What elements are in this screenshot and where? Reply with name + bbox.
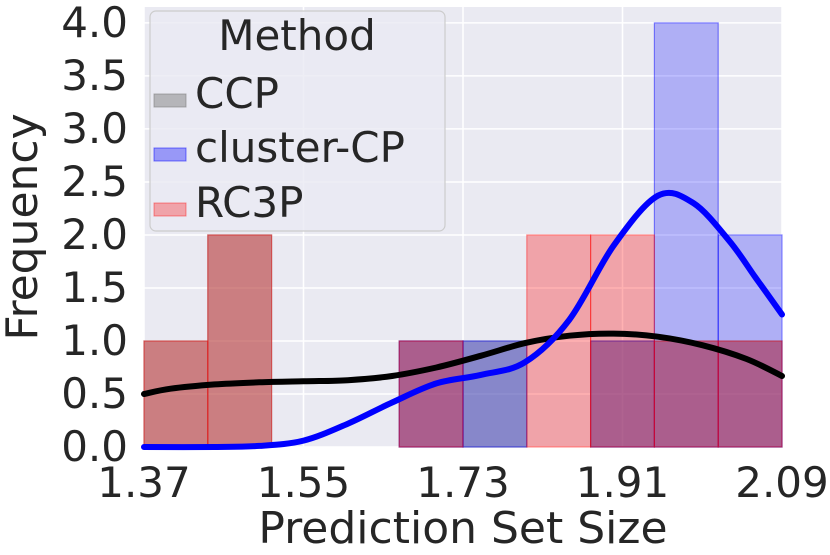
histogram-bars [143, 22, 783, 448]
bar-ccp [207, 234, 273, 448]
bar-ccp [717, 340, 783, 448]
kde-curves [141, 189, 785, 451]
bar-rc3p [207, 234, 273, 448]
legend-label-ccp: CCP [195, 69, 279, 118]
y-tick-label: 2.5 [61, 157, 128, 206]
legend-label-cluster-cp: cluster-CP [195, 123, 405, 172]
legend-title: Method [218, 11, 376, 60]
y-tick-label: 3.0 [61, 104, 128, 153]
kde-line-ccp [141, 330, 785, 397]
legend-swatch-cluster-cp [153, 147, 187, 162]
y-tick-label: 3.5 [61, 51, 128, 100]
x-tick-label: 1.55 [257, 458, 351, 507]
x-axis-label: Prediction Set Size [258, 503, 667, 554]
bar-cluster-cp [589, 340, 655, 448]
legend: Method CCP cluster-CP RC3P [149, 10, 446, 232]
legend-swatch-rc3p [153, 202, 187, 217]
bar-rc3p [717, 340, 783, 448]
y-tick-labels: 0.00.51.01.52.02.53.03.54.0 [61, 0, 128, 471]
bar-ccp [653, 340, 719, 448]
x-tick-label: 1.73 [416, 458, 510, 507]
bar-rc3p [653, 340, 719, 448]
y-axis-label: Frequency [0, 113, 48, 340]
x-tick-label: 2.09 [735, 458, 829, 507]
x-tick-label: 1.91 [576, 458, 670, 507]
y-tick-label: 4.0 [61, 0, 128, 47]
legend-swatch-ccp [153, 93, 187, 108]
x-tick-label: 1.37 [97, 458, 191, 507]
y-tick-label: 0.0 [61, 422, 128, 471]
x-tick-labels: 1.37 1.55 1.73 1.91 2.09 [97, 458, 829, 507]
y-tick-label: 1.0 [61, 316, 128, 365]
bar-cluster-cp [653, 22, 719, 448]
y-tick-label: 2.0 [61, 210, 128, 259]
legend-box [149, 10, 446, 232]
legend-label-rc3p: RC3P [195, 178, 303, 227]
y-tick-label: 1.5 [61, 263, 128, 312]
y-tick-label: 0.5 [61, 369, 128, 418]
kde-line-cluster-cp [141, 189, 785, 451]
